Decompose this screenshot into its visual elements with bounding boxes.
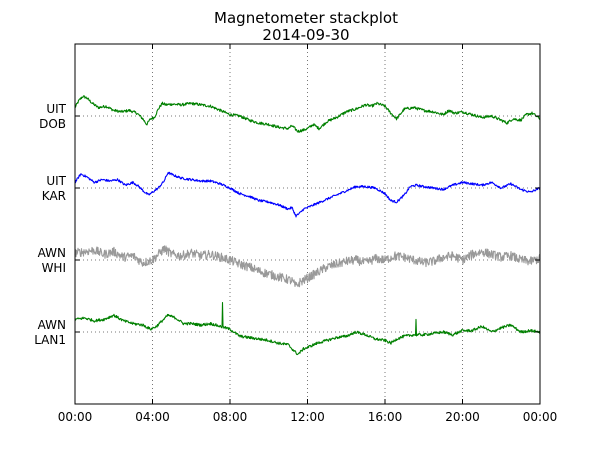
station-label-line: AWN xyxy=(38,318,66,332)
station-label-line: UIT xyxy=(46,102,66,116)
chart-subtitle: 2014-09-30 xyxy=(262,26,349,44)
chart-title: Magnetometer stackplot xyxy=(214,9,398,27)
grid xyxy=(75,44,540,404)
traces xyxy=(74,95,541,356)
x-tick-label: 04:00 xyxy=(135,410,170,424)
station-label-line: WHI xyxy=(42,261,66,275)
station-label-line: AWN xyxy=(38,246,66,260)
plot-frame xyxy=(74,43,541,405)
x-tick-label: 20:00 xyxy=(445,410,480,424)
x-tick-label: 00:00 xyxy=(58,410,93,424)
series-line-uit-kar xyxy=(74,171,541,218)
series-line-uit-dob xyxy=(74,95,541,133)
series-line-awn-lan1 xyxy=(74,302,541,356)
x-axis-ticks: 00:00 04:00 08:00 12:00 16:00 20:00 00:00 xyxy=(58,44,558,424)
x-tick-label: 16:00 xyxy=(368,410,403,424)
station-label-line: DOB xyxy=(39,117,66,131)
station-label-line: KAR xyxy=(42,189,66,203)
station-label-line: UIT xyxy=(46,174,66,188)
station-label-line: LAN1 xyxy=(34,333,66,347)
x-tick-label: 00:00 xyxy=(523,410,558,424)
x-tick-label: 12:00 xyxy=(290,410,325,424)
series-line-awn-whi xyxy=(74,245,541,288)
x-tick-label: 08:00 xyxy=(213,410,248,424)
